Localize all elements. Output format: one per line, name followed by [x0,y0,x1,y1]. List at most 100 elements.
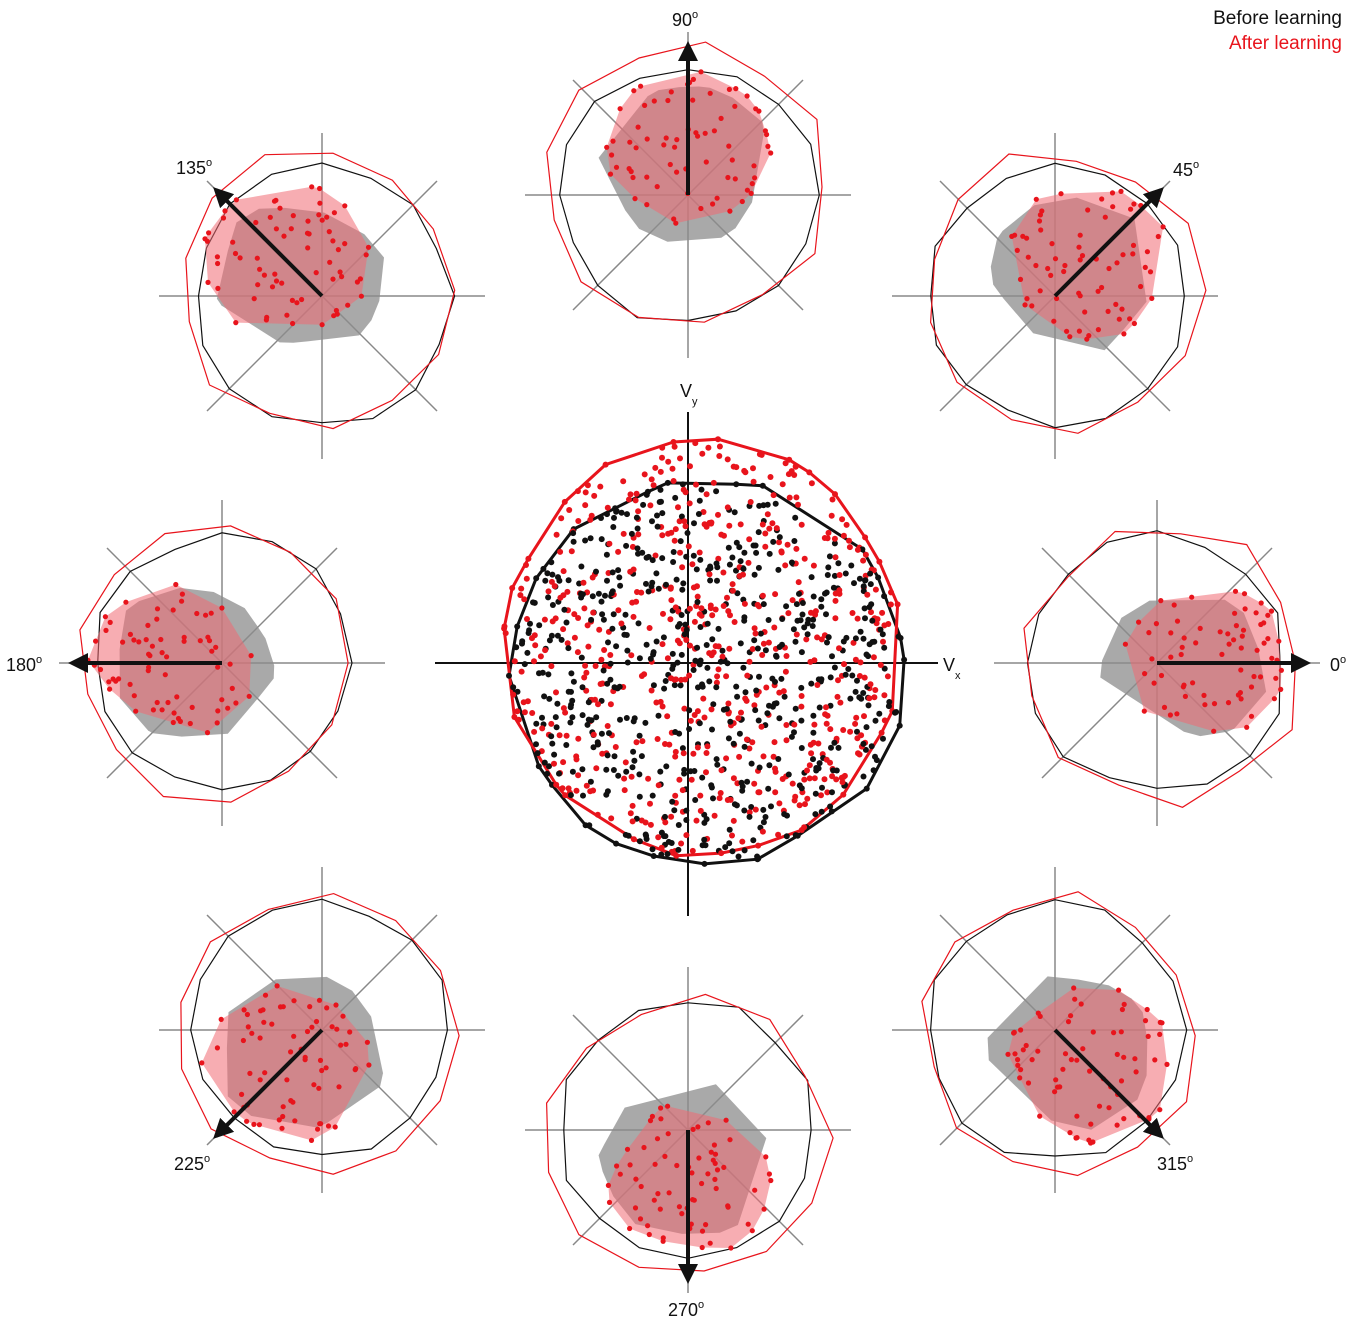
center-point-after [672,748,679,755]
panel-point-after [279,280,285,286]
direction-label-315: 315o [1157,1153,1193,1174]
panel-point-after [1118,1029,1124,1035]
center-point-after [573,756,580,763]
panel-point-after [632,196,638,202]
center-point-after [582,662,589,669]
center-point-after [835,677,841,684]
center-point-after [676,640,683,647]
center-point-after [564,640,571,647]
center-point-after [815,740,822,747]
center-point-before [848,562,855,569]
panel-point-after [345,302,351,308]
panel-hull-after [201,985,369,1141]
center-point-after [667,616,674,623]
center-point-after [723,673,730,680]
panel-point-after [1053,1077,1059,1083]
direction-value: 0 [1330,655,1340,675]
center-point-before [645,588,652,595]
center-point-before [818,603,825,610]
panel-point-after [1168,654,1174,660]
panel-outline-before [197,162,456,424]
panel-point-after [1076,328,1082,334]
panel-point-after [339,274,345,280]
panel-point-after [1241,591,1248,597]
center-point-after [725,710,732,717]
panel-point-after [1017,1075,1023,1081]
panel-point-after [1086,333,1092,339]
center-point-before [624,659,631,666]
center-point-after [556,732,563,739]
panel-point-after [1122,641,1128,647]
center-point-before [842,570,849,577]
center-point-after [662,819,669,826]
center-point-before [683,817,690,823]
center-point-after [772,789,779,796]
center-point-after [770,492,777,499]
center-point-after [879,609,886,616]
center-point-before [636,838,643,845]
center-point-after [825,529,832,536]
panel-point-after [1127,316,1133,322]
panel-point-after [174,694,180,700]
center-point-before [827,674,834,681]
center-point-after [647,800,653,807]
panel-point-after [726,143,732,149]
center-point-before [594,741,601,748]
panel-point-after [272,271,278,277]
panel-outline-before [190,898,449,1156]
center-point-after [563,732,570,739]
panel-point-after [751,163,757,169]
center-point-after [712,606,719,613]
center-point-before [757,630,764,637]
center-point-before [618,509,625,516]
center-point-before [798,717,805,724]
center-point-before [765,785,772,792]
center-point-before [752,542,759,549]
center-point-before [772,500,779,507]
center-point-after [737,521,744,528]
center-point-after [597,483,604,490]
panel-point-after [638,83,644,89]
center-point-before [683,553,690,560]
panel-point-after [1132,1056,1138,1062]
panel-point-after [1011,1030,1017,1036]
panel-point-after [1111,1030,1117,1036]
direction-label-90: 90o [672,9,698,30]
panel-point-after [284,1077,290,1083]
center-point-after [654,736,661,742]
panel-point-after [214,720,220,726]
panel-point-after [765,143,771,149]
panel-point-after [1082,309,1088,315]
panel-point-after [194,610,200,617]
panel-point-after [342,241,348,247]
panel-point-after [1128,206,1134,212]
center-point-after [606,540,613,547]
panel-point-after [107,686,113,692]
panel-point-after [1142,264,1148,270]
panel-point-after [768,150,774,156]
panel-point-after [1037,288,1043,294]
center-point-before [553,724,560,731]
panel-point-after [1153,621,1159,627]
center-point-before [558,636,565,643]
center-point-after [671,537,678,544]
center-point-before [726,840,733,847]
panel-point-after [1062,1051,1069,1057]
panel-point-after [1062,262,1068,269]
panel-point-after [654,184,660,190]
center-point-before [640,501,647,508]
center-point-before [714,564,721,571]
center-point-after [683,637,690,643]
center-point-before [606,730,612,737]
panel-point-after [1217,629,1223,635]
center-point-after [709,612,716,619]
center-point-after [877,662,884,668]
panel-point-after [1099,196,1105,202]
center-point-after [681,705,688,712]
center-point-after [801,824,808,831]
center-point-before [623,632,630,638]
panel-point-after [613,164,620,170]
center-point-after [548,663,555,670]
panel-point-after [317,1057,324,1063]
panel-point-after [712,1160,718,1166]
